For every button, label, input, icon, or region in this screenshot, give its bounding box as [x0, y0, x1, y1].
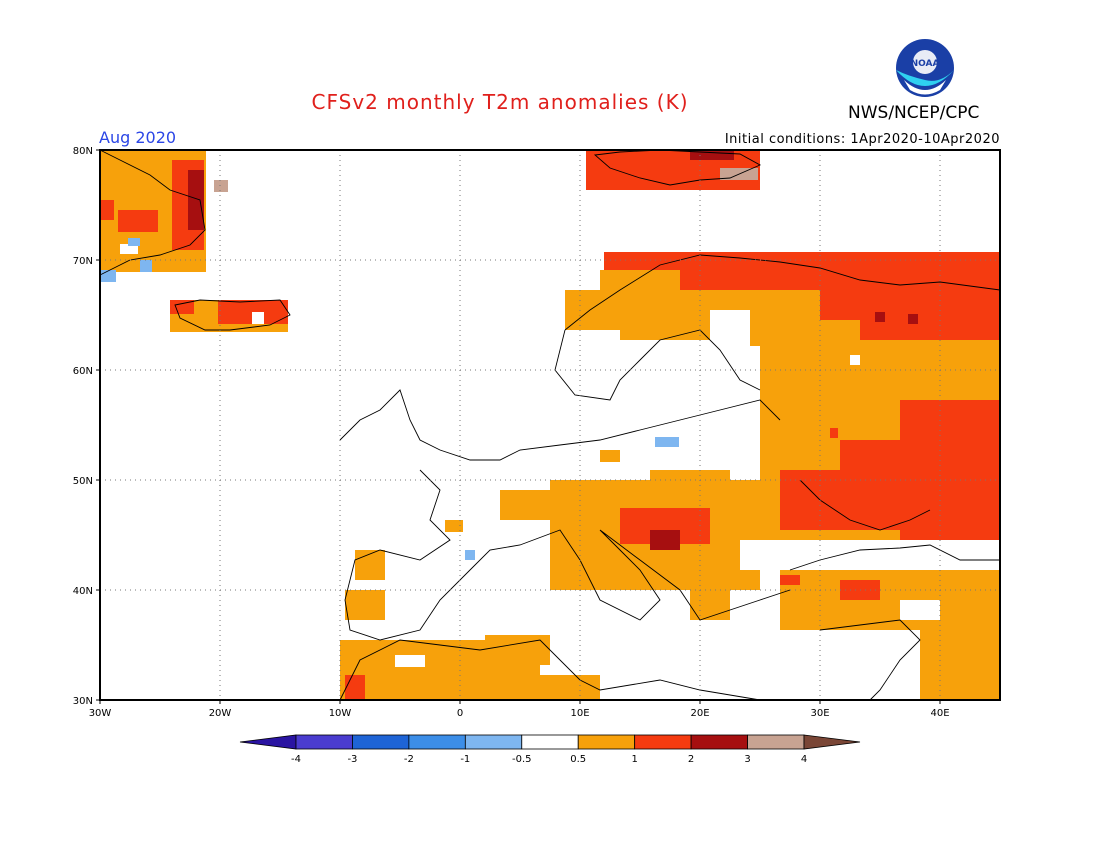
colorbar-tick-label: -1	[460, 754, 470, 765]
lat-label: 60N	[73, 366, 93, 377]
colorbar-swatch	[352, 734, 410, 750]
lon-label: 20E	[690, 708, 709, 719]
map-frame	[99, 149, 1001, 701]
colorbar-swatch	[295, 734, 353, 750]
colorbar-tick-label: -3	[347, 754, 357, 765]
colorbar-swatch	[803, 734, 861, 750]
logo-text: NOAA	[911, 59, 940, 69]
colorbar-swatch	[464, 734, 523, 750]
lon-label: 10W	[329, 708, 352, 719]
anomaly-fills	[100, 150, 1000, 700]
lat-label: 50N	[73, 476, 93, 487]
noaa-logo: NOAA	[896, 39, 954, 97]
colorbar-tick-label: -4	[291, 754, 301, 765]
lat-label: 30N	[73, 696, 93, 707]
colorbar-tick-label: -0.5	[512, 754, 532, 765]
lon-label: 20W	[209, 708, 232, 719]
lon-label: 40E	[930, 708, 949, 719]
colorbar-swatch	[577, 734, 636, 750]
colorbar-tick-label: -2	[404, 754, 414, 765]
lat-label: 80N	[73, 146, 93, 157]
colorbar-tick-label: 2	[688, 754, 694, 765]
forecast-period: Aug 2020	[99, 128, 177, 147]
latitude-labels: 80N 70N 60N 50N 40N 30N	[73, 146, 93, 707]
longitude-labels: 30W 20W 10W 0 10E 20E 30E 40E	[89, 708, 950, 719]
lat-label: 70N	[73, 256, 93, 267]
colorbar-tick-label: 1	[631, 754, 637, 765]
colorbar-swatch	[747, 734, 805, 750]
colorbar-swatch	[408, 734, 466, 750]
colorbar-swatch	[239, 734, 297, 750]
initial-conditions: Initial conditions: 1Apr2020-10Apr2020	[724, 132, 1000, 147]
colorbar-swatch	[634, 734, 692, 750]
colorbar-tick-label: 0.5	[570, 754, 586, 765]
lon-label: 30E	[810, 708, 829, 719]
lon-label: 30W	[89, 708, 112, 719]
colorbar-swatch	[521, 734, 579, 750]
lon-label: 0	[457, 708, 463, 719]
colorbar-tick-label: 4	[801, 754, 807, 765]
map-title: CFSv2 monthly T2m anomalies (K)	[311, 90, 689, 114]
lat-label: 40N	[73, 586, 93, 597]
colorbar: -4 -3 -2 -1 -0.5 0.5 1 2 3 4	[239, 734, 861, 765]
lon-label: 10E	[570, 708, 589, 719]
organization-label: NWS/NCEP/CPC	[848, 103, 980, 123]
graticule	[100, 150, 1000, 700]
colorbar-swatch	[690, 734, 748, 750]
colorbar-tick-label: 3	[744, 754, 750, 765]
